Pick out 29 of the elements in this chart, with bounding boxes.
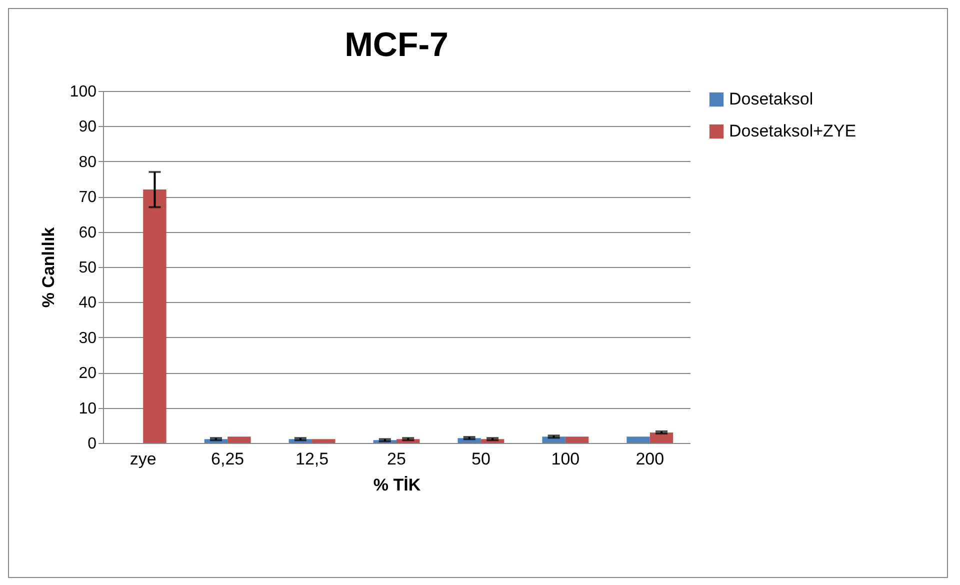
y-tick-label: 100 [70, 84, 97, 100]
x-tick-label: 200 [636, 450, 664, 468]
y-tick-label: 0 [88, 436, 97, 452]
bar [228, 436, 251, 443]
chart-title: MCF-7 [344, 26, 448, 64]
x-tick-label: zye [130, 450, 156, 468]
y-tick-label: 40 [78, 294, 97, 312]
x-axis-title: % TİK [373, 476, 422, 494]
x-tick-label: 6,25 [211, 450, 244, 468]
legend-label: Dosetaksol [729, 90, 814, 108]
bar [650, 432, 674, 443]
bar [143, 190, 166, 443]
x-tick-label: 12,5 [295, 450, 329, 468]
y-tick-label: 30 [78, 330, 97, 347]
y-tick-label: 70 [78, 189, 97, 206]
y-tick-label: 10 [78, 400, 97, 418]
bar [626, 436, 650, 443]
bar [565, 436, 589, 443]
y-tick-label: 50 [78, 260, 97, 276]
x-tick-label: 50 [472, 450, 490, 468]
legend-label: Dosetaksol+ZYE [729, 122, 856, 140]
x-tick-label: 100 [551, 450, 580, 468]
y-axis-title: % Canlılık [38, 226, 58, 308]
y-tick-label: 80 [78, 154, 97, 171]
y-tick-label: 20 [78, 365, 97, 382]
x-tick-label: 25 [387, 450, 406, 468]
y-tick-label: 60 [78, 224, 97, 242]
y-tick-label: 90 [78, 118, 97, 136]
bar [312, 439, 336, 443]
